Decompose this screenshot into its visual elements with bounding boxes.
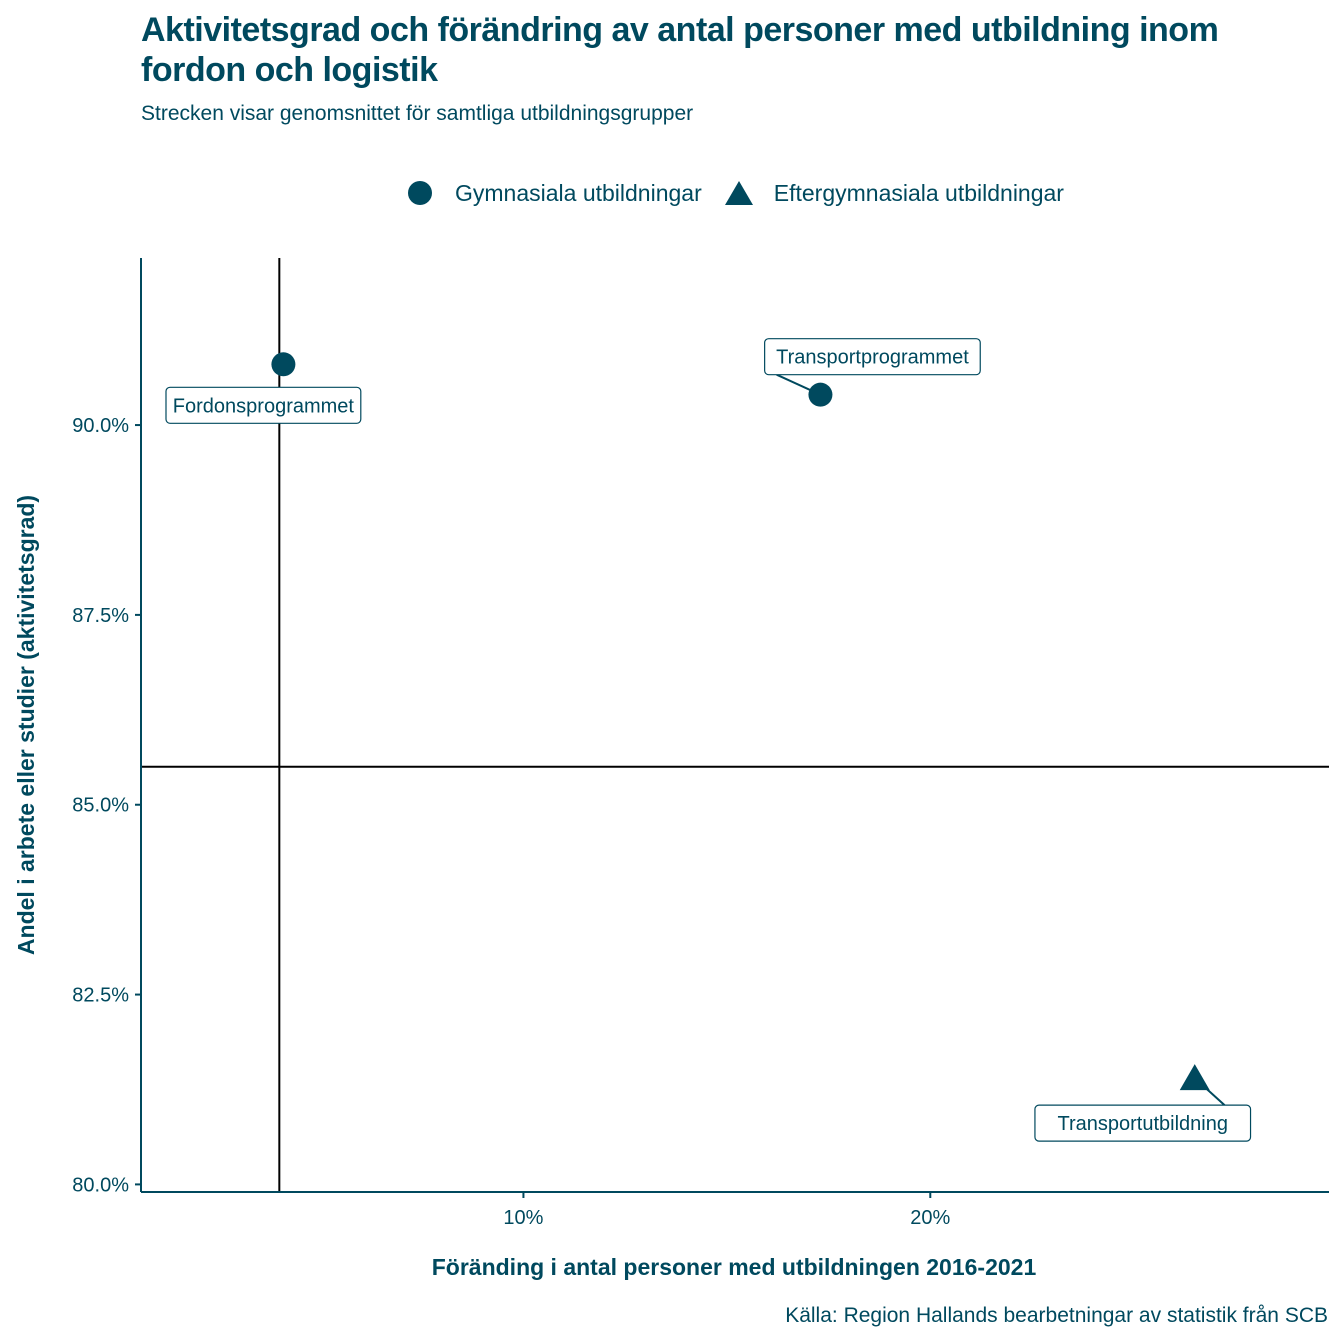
y-tick-label: 82.5%: [72, 985, 129, 1007]
y-axis-title: Andel i arbete eller studier (aktivitets…: [13, 495, 39, 955]
point-label: Transportprogrammet: [776, 347, 969, 369]
point-label-box: [1034, 1104, 1252, 1142]
y-tick-label: 80.0%: [72, 1174, 129, 1196]
axes: 80.0% 82.5% 85.0% 87.5% 90.0% 10% 20%: [72, 258, 1329, 1229]
data-points: Fordonsprogrammet Transportprogrammet Tran…: [165, 338, 1252, 1142]
x-tick-label: 20%: [910, 1207, 950, 1229]
x-axis-title: Föränding i antal personer med utbildnin…: [432, 1254, 1037, 1280]
point-label-box: [764, 338, 981, 376]
y-tick-label: 85.0%: [72, 795, 129, 817]
point-label-box: [165, 386, 362, 424]
data-point-circle: [271, 352, 296, 377]
legend: Gymnasiala utbildningar Eftergymnasiala …: [405, 176, 1086, 210]
data-point-circle: [808, 382, 833, 407]
x-tick-label: 10%: [503, 1207, 543, 1229]
y-tick-label: 87.5%: [72, 605, 129, 627]
legend-label-eftergymnasiala: Eftergymnasiala utbildningar: [773, 179, 1064, 206]
legend-item-gymnasiala: Gymnasiala utbildningar: [405, 178, 702, 208]
circle-marker-icon: [408, 181, 432, 205]
chart-title: Aktivitetsgrad och förändring av antal p…: [141, 11, 1219, 89]
point-label: Transportutbildning: [1058, 1113, 1228, 1135]
chart-subtitle: Strecken visar genomsnittet för samtliga…: [141, 102, 694, 125]
point-label: Fordonsprogrammet: [173, 395, 355, 417]
triangle-marker-icon: [724, 181, 753, 205]
data-point-triangle: [1179, 1064, 1210, 1091]
legend-item-eftergymnasiala: Eftergymnasiala utbildningar: [724, 178, 1064, 208]
y-tick-label: 90.0%: [72, 415, 129, 437]
source-caption: Källa: Region Hallands bearbetningar av …: [785, 1304, 1328, 1327]
legend-label-gymnasiala: Gymnasiala utbildningar: [455, 179, 702, 206]
